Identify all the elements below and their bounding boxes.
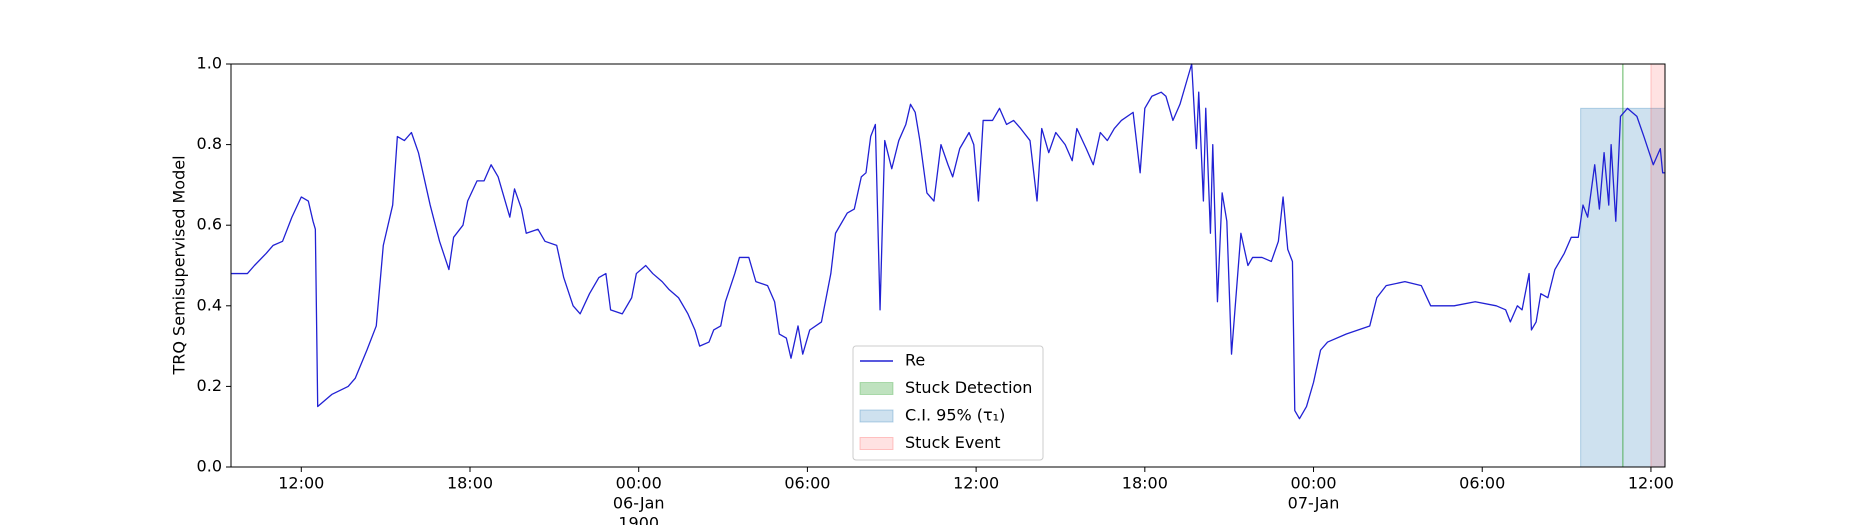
legend-label: Re	[905, 351, 925, 370]
legend-swatch	[859, 382, 894, 395]
legend-label: Stuck Detection	[905, 378, 1032, 397]
x-tick-label: 06:00	[1459, 474, 1505, 493]
data-line	[231, 63, 1665, 420]
legend-label: Stuck Event	[905, 433, 1001, 452]
x-tick-label: 18:00	[447, 474, 493, 493]
y-tick-label: 0.2	[197, 376, 222, 395]
y-tick-label: 1.0	[197, 54, 222, 73]
x-tick-label: 12:00	[953, 474, 999, 493]
x-tick-label: 00:00	[616, 474, 662, 493]
x-tick-label: 00:00	[1290, 474, 1336, 493]
y-tick-label: 0.6	[197, 215, 222, 234]
legend-swatch	[859, 437, 894, 450]
x-tick-label: 07-Jan	[1288, 494, 1340, 513]
y-tick-label: 0.0	[197, 457, 222, 476]
x-tick-label: 06:00	[784, 474, 830, 493]
span	[1650, 63, 1666, 468]
x-tick-label: 18:00	[1122, 474, 1168, 493]
legend-label: C.I. 95% (τ₁)	[905, 406, 1005, 425]
x-tick-label: 12:00	[278, 474, 324, 493]
legend-box	[852, 345, 1044, 461]
x-tick-label: 1900	[618, 514, 659, 525]
y-tick-label: 0.4	[197, 295, 222, 314]
y-axis-label: TRQ Semisupervised Model	[170, 155, 189, 375]
y-tick-label: 0.8	[197, 134, 222, 153]
plot-frame	[230, 63, 1666, 468]
x-tick-label: 12:00	[1628, 474, 1674, 493]
x-tick-label: 06-Jan	[613, 494, 665, 513]
legend-swatch	[859, 409, 894, 423]
